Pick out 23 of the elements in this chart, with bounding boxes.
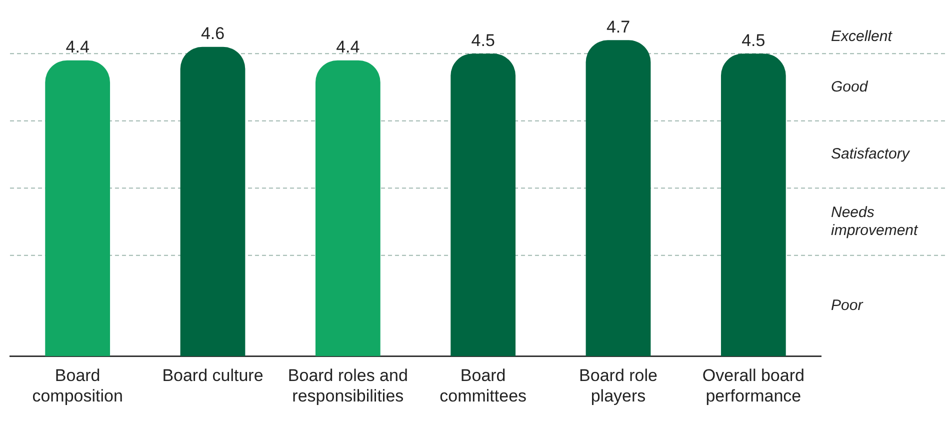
bar <box>315 60 380 356</box>
bar <box>45 60 110 356</box>
text: Poor <box>831 296 864 314</box>
data-label: 4.5 <box>742 30 766 50</box>
data-label: 4.7 <box>606 17 630 36</box>
bar <box>450 54 516 356</box>
x-tick-label: Board committees <box>440 366 527 406</box>
text: Needs improvement <box>831 204 919 239</box>
bar <box>180 46 246 356</box>
data-label: 4.4 <box>336 38 360 57</box>
data-label: 4.6 <box>200 24 225 44</box>
x-tick-label: Board culture <box>162 366 264 386</box>
data-label: 4.5 <box>471 30 495 50</box>
x-tick-label: Overall board performance <box>702 366 804 406</box>
x-tick-label: Board roles and responsibilities <box>288 366 408 406</box>
bar <box>720 54 786 356</box>
text: Excellent <box>831 28 893 45</box>
text: Satisfactory <box>831 146 911 163</box>
text: Good <box>831 78 868 96</box>
x-tick-label: Board role players <box>579 366 658 406</box>
x-tick-label: Board composition <box>32 366 123 406</box>
data-label: 4.4 <box>66 38 90 57</box>
bar <box>586 40 651 356</box>
